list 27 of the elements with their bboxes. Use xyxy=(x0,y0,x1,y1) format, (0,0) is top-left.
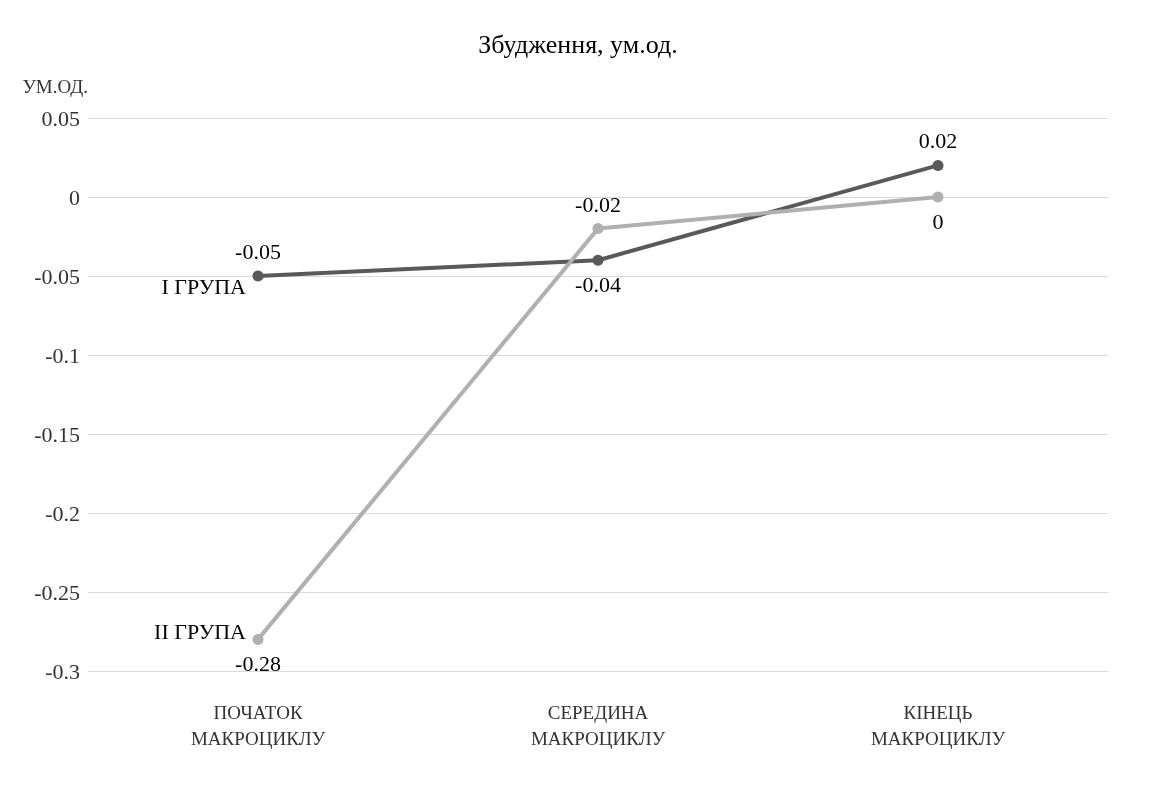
y-tick-label: -0.25 xyxy=(34,579,80,605)
y-tick-label: -0.1 xyxy=(45,342,80,368)
series-label: I ГРУПА xyxy=(161,273,247,299)
x-tick-label: ПОЧАТОК МАКРОЦИКЛУ xyxy=(190,701,326,749)
x-tick-label: КІНЕЦЬ МАКРОЦИКЛУ xyxy=(870,701,1006,749)
data-label: -0.02 xyxy=(575,191,621,217)
data-label: -0.05 xyxy=(235,239,281,264)
chart-title: Збудження, ум.од. xyxy=(478,29,678,59)
y-tick-label: -0.05 xyxy=(34,263,80,289)
data-label: -0.28 xyxy=(235,651,281,677)
y-tick-label: -0.2 xyxy=(45,500,80,526)
y-tick-label: 0 xyxy=(69,184,80,210)
point xyxy=(932,159,944,171)
x-tick-label: СЕРЕДИНА МАКРОЦИКЛУ xyxy=(530,701,666,749)
point xyxy=(252,270,264,282)
point xyxy=(252,633,264,645)
y-tick-label: 0.05 xyxy=(41,105,80,131)
y-tick-label: -0.15 xyxy=(34,421,80,447)
y-axis-title: УМ.ОД. xyxy=(22,76,88,97)
data-label: 0.02 xyxy=(918,128,958,154)
series-label: II ГРУПА xyxy=(154,618,247,644)
point xyxy=(592,223,604,235)
data-label: 0 xyxy=(932,209,944,234)
point xyxy=(592,254,604,266)
y-tick-label: -0.3 xyxy=(45,658,80,684)
point xyxy=(932,191,944,203)
data-label: -0.04 xyxy=(575,272,621,298)
